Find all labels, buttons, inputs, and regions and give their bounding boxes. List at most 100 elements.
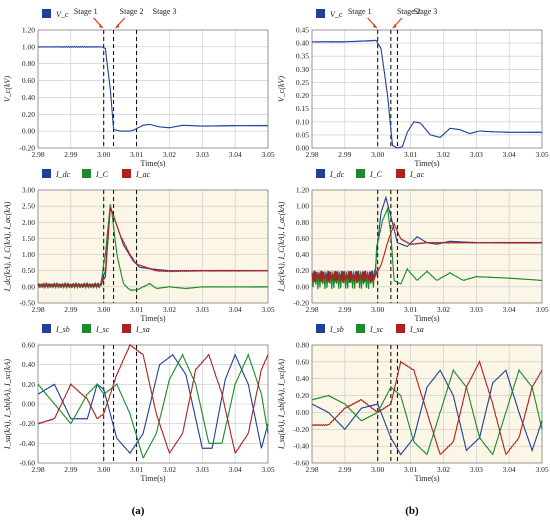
plot-frame (311, 29, 543, 149)
stage-arrow-head (392, 24, 397, 28)
x-tick-label: 3.04 (503, 465, 516, 474)
y-tick-label: 1.50 (22, 234, 35, 243)
x-axis-label: Time(s) (140, 474, 165, 483)
x-tick-label: 2.98 (305, 150, 318, 159)
y-tick-label: 0.00 (296, 408, 309, 417)
x-tick-label: 3.01 (404, 150, 417, 159)
y-tick-label: 0.60 (22, 341, 35, 350)
x-tick-label: 3.00 (371, 305, 384, 314)
panel-label-b: (b) (405, 505, 419, 517)
x-tick-label: 2.98 (31, 465, 44, 474)
plot-area (312, 345, 542, 463)
y-tick-label: 0.80 (296, 218, 309, 227)
legend-label: I_dc (329, 170, 345, 179)
chart-a3: 2.98 2.99 3.00 3.01 3.02 3.03 3.04 3.05 -0.60 -0.… (3, 324, 275, 483)
x-tick-label: 3.04 (229, 465, 242, 474)
plot-frame (37, 344, 269, 464)
x-tick-label: 3.02 (163, 150, 176, 159)
x-tick-label: 3.03 (470, 305, 483, 314)
y-tick-label: -0.60 (19, 459, 35, 468)
y-tick-label: 1.20 (22, 26, 35, 35)
x-tick-label: 3.00 (97, 465, 110, 474)
y-tick-label: 0.35 (296, 52, 309, 61)
x-tick-label: 2.99 (338, 305, 351, 314)
y-tick-label: 0.20 (22, 110, 35, 119)
plot-area (312, 190, 542, 303)
x-tick-label: 3.05 (261, 150, 274, 159)
legend-label: I_sb (55, 325, 70, 334)
y-axis-label: I_dc(kA), I_C(kA), I_ac(kA) (277, 201, 286, 292)
y-tick-label: 0.50 (22, 266, 35, 275)
x-tick-label: 3.04 (503, 150, 516, 159)
x-tick-label: 3.01 (404, 465, 417, 474)
y-tick-label: 0.20 (296, 266, 309, 275)
x-tick-label: 3.03 (470, 150, 483, 159)
y-tick-label: 0.40 (296, 374, 309, 383)
legend-label: I_dc (55, 170, 71, 179)
legend-label: V_c (330, 10, 343, 19)
x-tick-label: 2.98 (31, 305, 44, 314)
chart-b1: 2.98 2.99 3.00 3.01 3.02 3.03 3.04 3.05 0.00 0.05… (277, 7, 549, 168)
x-tick-label: 3.01 (130, 305, 143, 314)
y-tick-label: -0.50 (19, 299, 35, 308)
y-tick-label: 1.00 (22, 250, 35, 259)
stage-label: Stage 1 (348, 7, 372, 16)
x-axis-label: Time(s) (414, 314, 439, 323)
x-tick-label: 3.05 (535, 465, 548, 474)
legend-swatch (82, 324, 91, 333)
legend-label: I_C (95, 170, 109, 179)
x-tick-label: 3.02 (437, 305, 450, 314)
x-tick-label: 3.04 (229, 150, 242, 159)
legend-swatch (82, 169, 91, 178)
chart-a2: 2.98 2.99 3.00 3.01 3.02 3.03 3.04 3.05 -0.50 0.0… (3, 169, 275, 323)
x-tick-label: 2.99 (64, 465, 77, 474)
plot-frame (37, 189, 269, 304)
y-axis-label: V_c(kV) (3, 76, 12, 103)
y-tick-label: 1.20 (296, 186, 309, 195)
plot-area (312, 30, 542, 148)
x-tick-label: 3.01 (130, 465, 143, 474)
x-tick-label: 2.99 (338, 150, 351, 159)
legend-label: I_sc (95, 325, 110, 334)
y-tick-label: -0.40 (19, 439, 35, 448)
series-line-v-c (37, 45, 269, 132)
legend-swatch (356, 169, 365, 178)
x-tick-label: 3.02 (163, 465, 176, 474)
x-axis-label: Time(s) (414, 474, 439, 483)
legend-swatch (42, 169, 51, 178)
x-tick-label: 3.00 (371, 150, 384, 159)
series-line-i-ac (37, 207, 269, 289)
x-axis-label: Time(s) (140, 314, 165, 323)
legend-label: I_sb (329, 325, 344, 334)
y-tick-label: 0.80 (22, 59, 35, 68)
y-tick-label: 1.00 (296, 202, 309, 211)
series-line-i-ac (311, 221, 543, 283)
y-tick-label: 3.00 (22, 186, 35, 195)
x-tick-label: 3.05 (535, 305, 548, 314)
legend-label: I_sc (369, 325, 384, 334)
series-line-i-sc (37, 352, 269, 459)
plot-frame (37, 29, 269, 149)
x-tick-label: 3.00 (97, 150, 110, 159)
x-tick-label: 3.02 (163, 305, 176, 314)
stage-label: Stage 3 (414, 7, 438, 16)
x-tick-label: 3.03 (470, 465, 483, 474)
legend-swatch (42, 9, 51, 18)
stage-arrow-head (115, 24, 120, 28)
x-tick-label: 3.00 (97, 305, 110, 314)
y-tick-label: 0.00 (22, 127, 35, 136)
x-tick-label: 3.02 (437, 150, 450, 159)
x-tick-label: 3.03 (196, 305, 209, 314)
legend-swatch (316, 9, 325, 18)
legend-swatch (122, 169, 131, 178)
y-axis-label: I_sa(kA), I_sb(kA), I_sc(kA) (277, 359, 286, 451)
y-tick-label: 0.00 (296, 144, 309, 153)
y-tick-label: 0.00 (296, 282, 309, 291)
y-tick-label: 0.60 (22, 76, 35, 85)
stage-label: Stage 3 (153, 7, 177, 16)
y-tick-label: -0.60 (293, 459, 309, 468)
y-axis-label: V_c(kV) (277, 76, 286, 103)
series-line-i-sb (311, 369, 543, 456)
y-tick-label: 1.00 (22, 42, 35, 51)
